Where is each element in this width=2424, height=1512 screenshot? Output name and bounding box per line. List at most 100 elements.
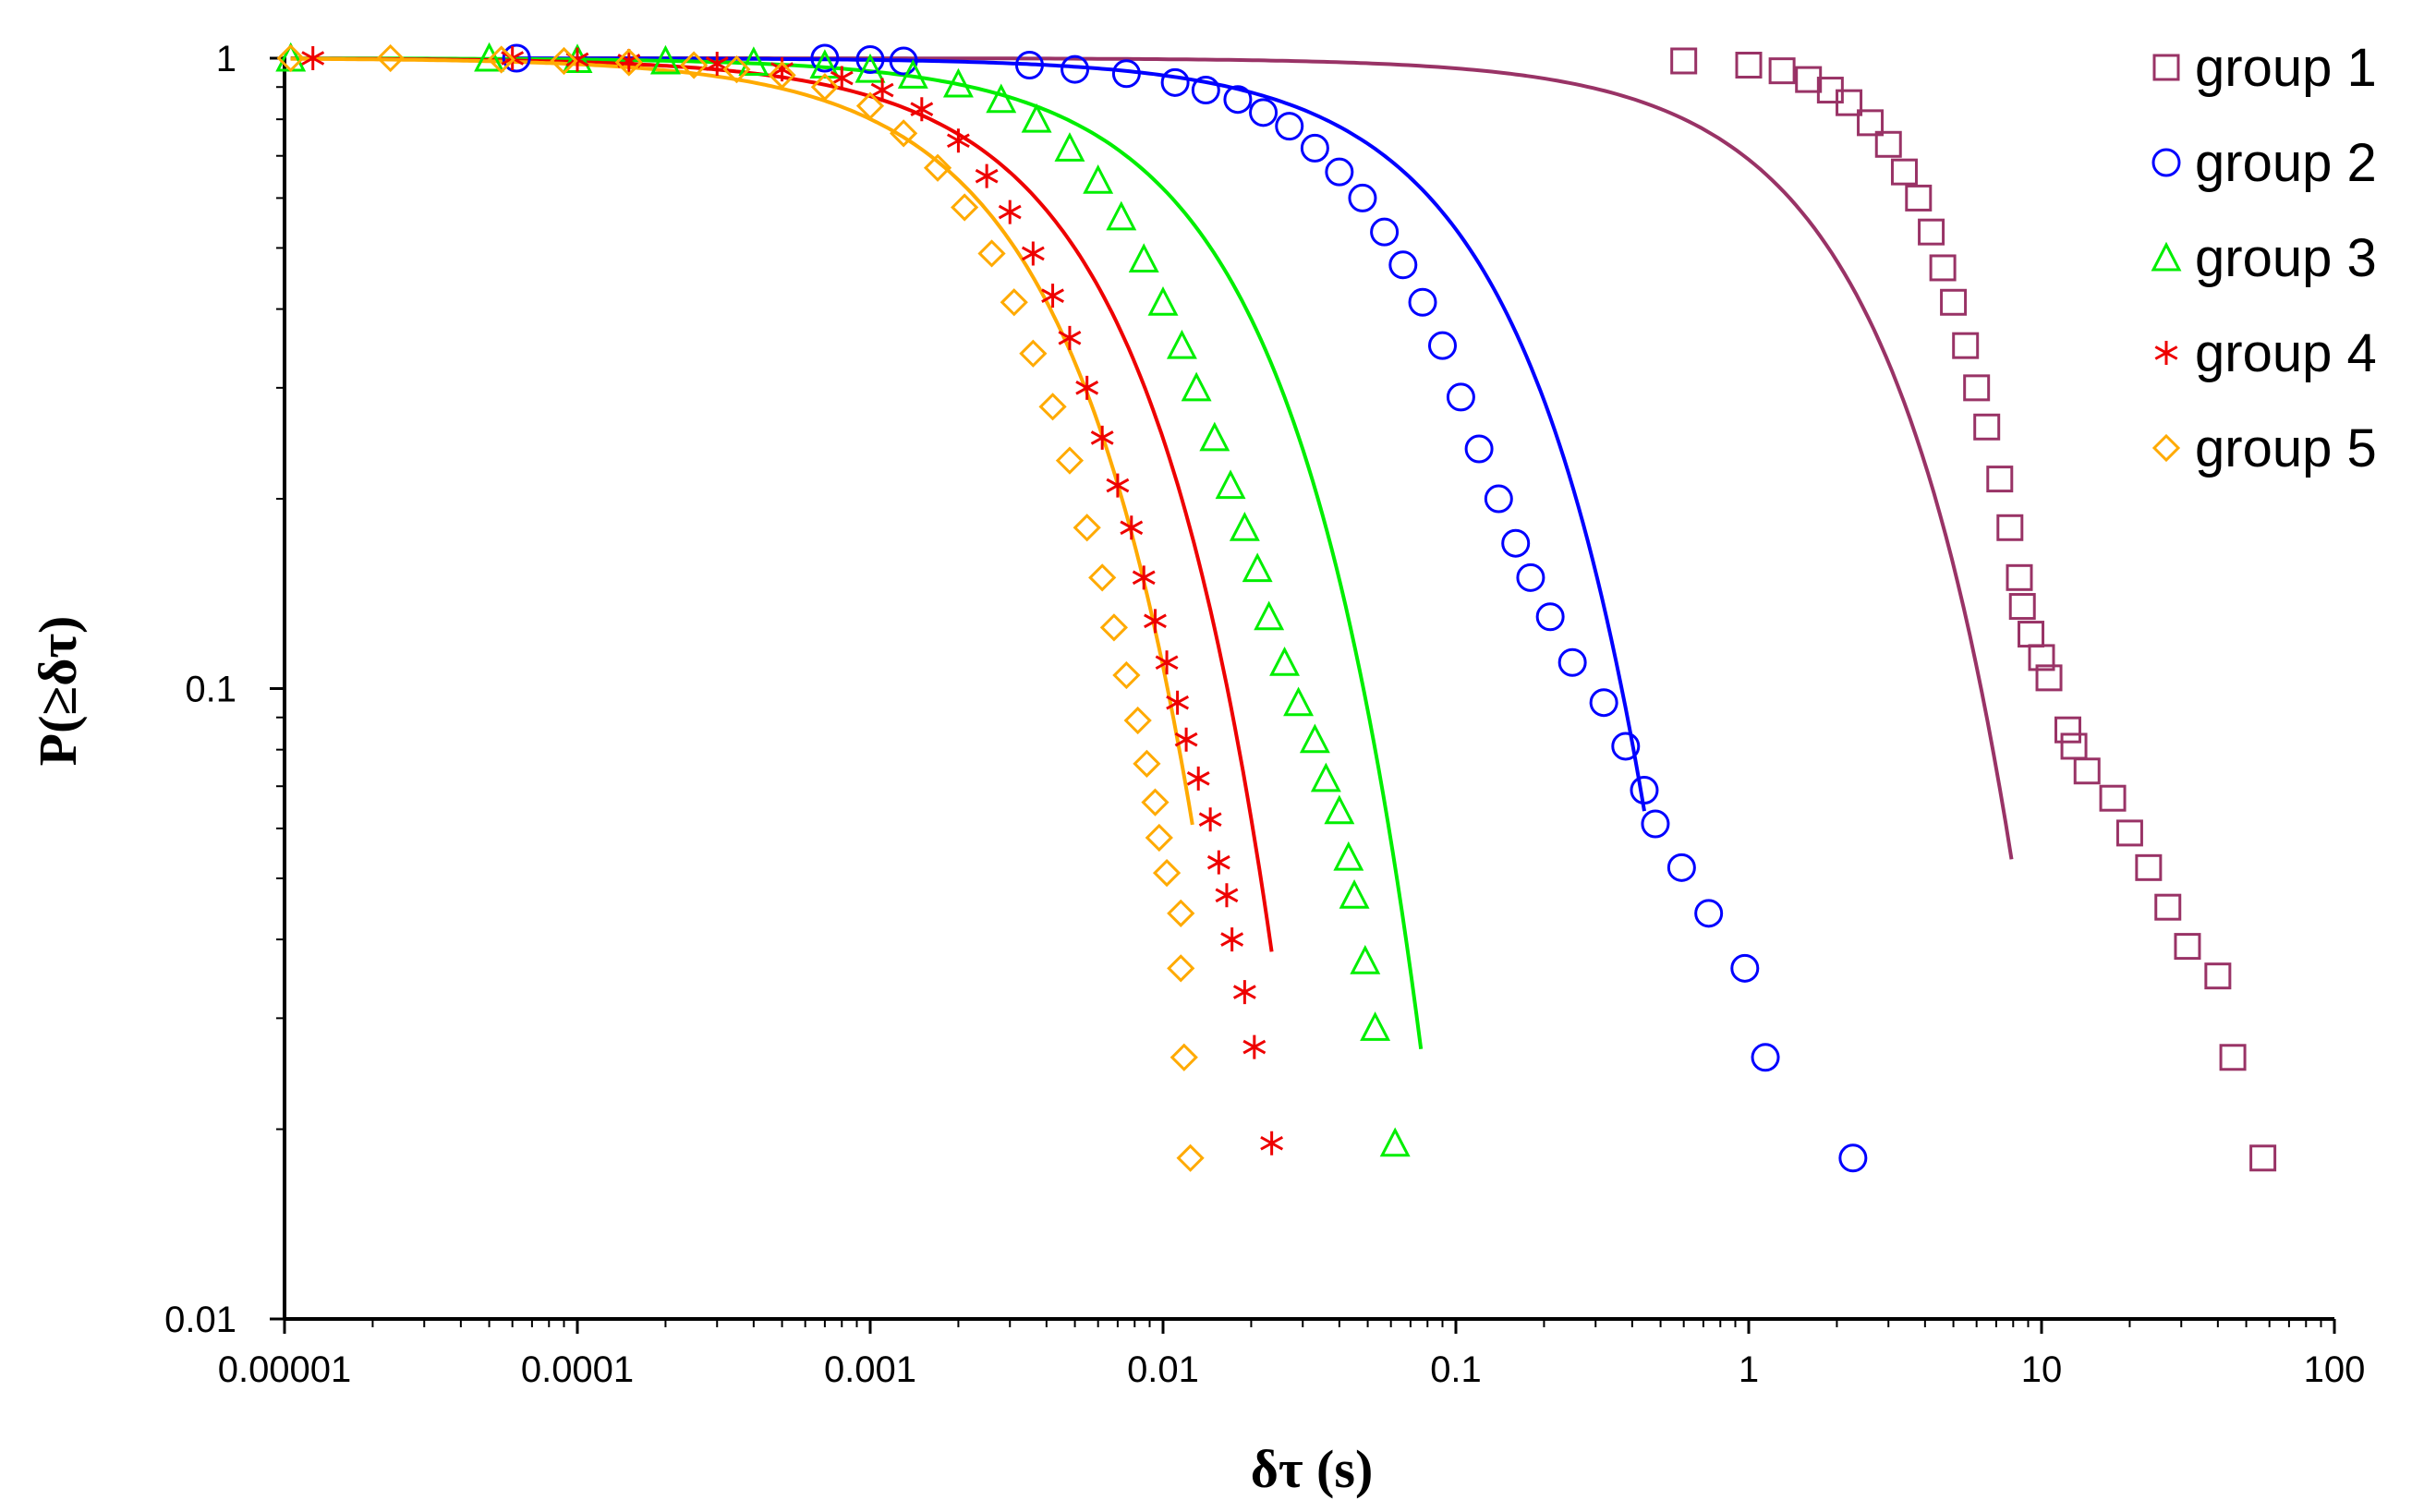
data-point-group-2 (1589, 688, 1618, 718)
data-point-group-5 (1073, 514, 1101, 542)
data-point-group-1 (1963, 374, 1991, 402)
data-point-group-1 (1952, 332, 1980, 359)
data-point-group-3 (1229, 512, 1260, 541)
data-point-group-3 (1181, 371, 1212, 402)
data-point-group-5 (1088, 563, 1117, 592)
data-point-group-1 (2154, 893, 2182, 921)
data-point-group-2 (1611, 732, 1641, 761)
data-point-group-1 (1735, 52, 1763, 79)
data-point-group-3 (1254, 600, 1285, 631)
data-point-group-2 (1191, 76, 1220, 105)
data-point-group-4 (1232, 980, 1256, 1005)
data-point-group-1 (1836, 89, 1863, 116)
data-point-group-1 (1795, 66, 1823, 93)
data-point-group-5 (550, 46, 578, 76)
data-point-group-1 (2249, 1144, 2277, 1172)
fit-curve-group-5 (290, 56, 1194, 826)
data-point-group-2 (1557, 647, 1587, 677)
data-point-group-5 (722, 54, 751, 84)
data-point-group-3 (1283, 686, 1315, 717)
y-axis-title: P(≥δτ) (28, 616, 88, 767)
data-point-group-5 (376, 43, 405, 73)
data-point-group-5 (1167, 954, 1195, 983)
data-point-group-5 (768, 61, 796, 90)
data-point-group-2 (1666, 853, 1696, 882)
fit-curve-group-2 (512, 56, 1646, 812)
y-tick-label: 0.01 (164, 1300, 236, 1340)
data-point-group-3 (1360, 1011, 1391, 1041)
data-point-group-5 (1112, 660, 1141, 690)
data-point-group-1 (2073, 757, 2101, 785)
data-point-group-2 (1694, 899, 1724, 928)
legend-marker-group-4 (2154, 341, 2178, 365)
legend: group 1 group 2 group 3 group 4 group 5 (2151, 38, 2377, 478)
x-tick-label: 0.01 (1127, 1349, 1199, 1390)
data-point-group-4 (301, 46, 325, 70)
legend-label-group-3: group 3 (2195, 228, 2377, 288)
data-point-group-5 (1167, 899, 1195, 927)
data-point-group-1 (2008, 593, 2036, 621)
data-point-group-1 (2028, 644, 2055, 671)
data-point-group-3 (1215, 469, 1246, 500)
data-point-group-3 (1269, 646, 1301, 676)
data-point-group-3 (854, 53, 886, 83)
data-point-group-3 (1147, 286, 1179, 316)
x-tick-label: 1 (1739, 1349, 1759, 1390)
data-point-group-4 (830, 66, 854, 91)
data-point-group-5 (889, 119, 918, 148)
data-point-group-2 (1641, 809, 1670, 839)
data-point-group-1 (1973, 413, 2001, 441)
y-tick-label: 1 (216, 39, 236, 79)
data-point-group-1 (2204, 962, 2232, 990)
data-point-group-4 (1215, 883, 1239, 908)
data-point-group-4 (1106, 473, 1130, 498)
y-tick-label: 0.1 (185, 670, 236, 710)
data-point-group-3 (1021, 103, 1052, 133)
data-point-group-3 (1379, 1127, 1411, 1157)
data-point-group-2 (1484, 484, 1513, 514)
data-point-group-5 (1141, 788, 1170, 816)
data-point-group-1 (2099, 784, 2127, 812)
x-axis-title: δτ (s) (1251, 1439, 1374, 1499)
data-point-group-5 (1055, 446, 1085, 475)
legend-label-group-2: group 2 (2195, 133, 2377, 193)
data-point-group-2 (1370, 217, 1400, 247)
data-point-group-2 (1060, 54, 1090, 84)
data-point-group-4 (1260, 1131, 1284, 1155)
data-point-group-3 (1242, 552, 1273, 583)
fit-curve-group-1 (577, 56, 2014, 860)
legend-marker-group-5 (2151, 433, 2181, 463)
data-point-group-3 (1199, 421, 1230, 452)
data-point-group-2 (1111, 59, 1141, 89)
legend-label-group-5: group 5 (2195, 418, 2377, 478)
data-point-group-2 (1751, 1043, 1780, 1072)
data-point-group-1 (1929, 254, 1957, 282)
data-point-group-5 (810, 73, 840, 102)
data-point-group-4 (1120, 515, 1144, 540)
data-point-group-1 (2219, 1044, 2247, 1071)
legend-label-group-1: group 1 (2195, 38, 2377, 98)
data-point-group-2 (1838, 1143, 1868, 1173)
data-point-group-1 (2115, 819, 2143, 847)
fit-curve-group-3 (290, 56, 1424, 1049)
data-point-group-1 (2054, 716, 2081, 744)
data-point-group-4 (975, 163, 999, 188)
data-point-group-4 (1144, 609, 1167, 634)
data-point-group-4 (1090, 425, 1114, 450)
data-point-group-3 (1333, 841, 1364, 871)
data-point-group-1 (1890, 158, 1918, 186)
data-point-group-5 (855, 91, 885, 120)
data-point-group-2 (1427, 331, 1457, 360)
data-point-group-4 (1166, 690, 1190, 715)
data-point-group-4 (947, 128, 970, 153)
data-point-group-3 (1083, 164, 1114, 194)
data-point-group-3 (1350, 944, 1381, 974)
data-point-group-1 (1874, 130, 1902, 158)
data-point-group-5 (487, 45, 515, 74)
axes (270, 56, 2336, 1334)
data-point-group-3 (942, 67, 974, 98)
x-tick-label: 0.0001 (521, 1349, 634, 1390)
data-point-group-2 (1249, 98, 1279, 127)
data-point-group-1 (2135, 853, 2163, 881)
